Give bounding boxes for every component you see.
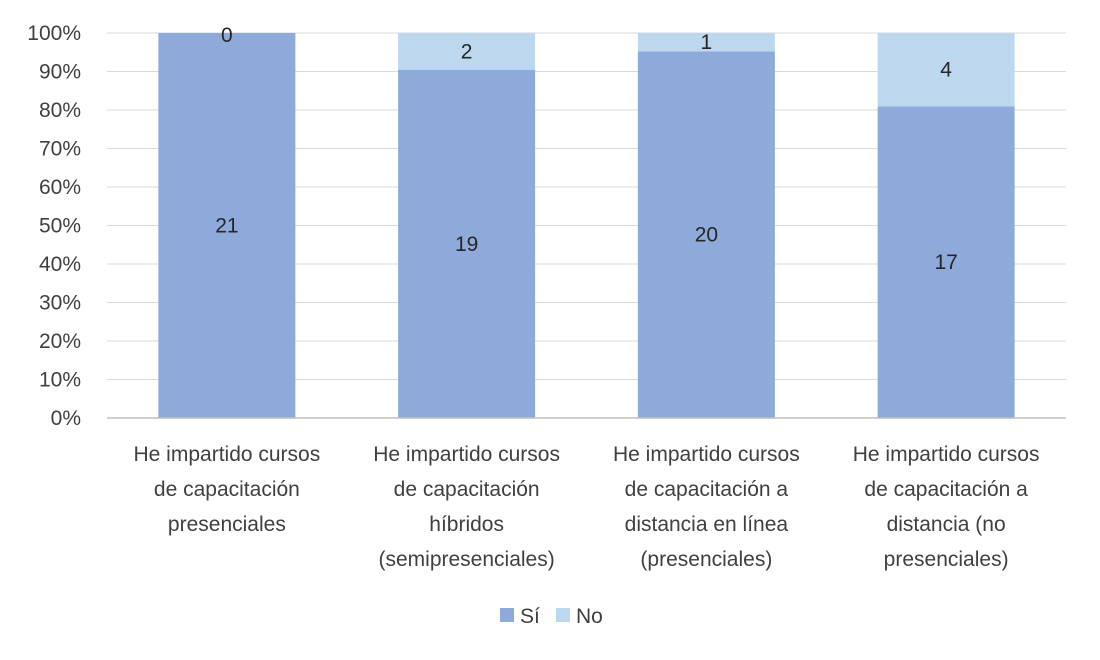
y-tick-label: 50% <box>39 215 81 238</box>
bars <box>158 33 1015 419</box>
x-category-label-line: híbridos <box>429 513 504 536</box>
y-tick-label: 10% <box>39 369 81 392</box>
x-category-label-line: He impartido cursos <box>134 443 321 466</box>
x-category-label-line: (semipresenciales) <box>379 548 555 571</box>
x-category-label-line: presenciales) <box>884 548 1009 571</box>
data-label: 17 <box>934 251 957 274</box>
x-category-label-line: de capacitación a <box>625 478 789 501</box>
data-label: 0 <box>221 24 233 47</box>
data-labels: 21 0 19 2 20 1 17 4 <box>215 24 958 274</box>
x-category-label-line: He impartido cursos <box>373 443 560 466</box>
y-tick-label: 70% <box>39 138 81 161</box>
y-tick-label: 30% <box>39 292 81 315</box>
y-tick-label: 0% <box>51 407 81 430</box>
x-category-label-line: de capacitación <box>394 478 540 501</box>
y-tick-label: 80% <box>39 99 81 122</box>
legend-label: No <box>576 605 603 628</box>
y-tick-label: 20% <box>39 330 81 353</box>
y-axis: 0% 10% 20% 30% 40% 50% 60% 70% 80% 90% 100% <box>27 22 81 430</box>
x-category-label-line: distancia en línea <box>625 513 789 536</box>
data-label: 19 <box>455 233 478 256</box>
y-tick-label: 40% <box>39 253 81 276</box>
data-label: 20 <box>695 224 718 247</box>
bar-segment-si <box>398 69 536 419</box>
legend-label: Sí <box>520 605 540 628</box>
bar-segment-si <box>158 33 296 418</box>
data-label: 1 <box>701 31 713 54</box>
bar-segment-si <box>877 106 1015 418</box>
x-category-label: He impartido cursos de capacitación híbrid… <box>373 443 560 571</box>
x-category-label-line: de capacitación <box>154 478 300 501</box>
legend-swatch <box>500 608 514 622</box>
legend-swatch <box>556 608 570 622</box>
y-tick-label: 100% <box>27 22 81 45</box>
legend: Sí No <box>500 605 603 628</box>
x-category-label: He impartido cursos de capacitación presen… <box>134 443 321 536</box>
y-tick-label: 60% <box>39 176 81 199</box>
x-axis: He impartido cursos de capacitación presen… <box>107 417 1066 571</box>
x-category-label-line: de capacitación a <box>864 478 1028 501</box>
bar-segment-si <box>637 51 775 418</box>
data-label: 4 <box>940 59 952 82</box>
data-label: 21 <box>215 215 238 238</box>
y-tick-label: 90% <box>39 61 81 84</box>
bar-segment-no <box>398 33 536 70</box>
x-category-label-line: He impartido cursos <box>613 443 800 466</box>
x-category-label: He impartido cursos de capacitación a dist… <box>853 443 1040 571</box>
bar-segment-no <box>637 33 775 52</box>
x-category-label-line: He impartido cursos <box>853 443 1040 466</box>
data-label: 2 <box>461 40 473 63</box>
x-category-label: He impartido cursos de capacitación a dist… <box>613 443 800 571</box>
x-category-label-line: (presenciales) <box>640 548 772 571</box>
bar-segment-no <box>877 33 1015 107</box>
x-category-label-line: distancia (no <box>887 513 1006 536</box>
x-category-label-line: presenciales <box>168 513 286 536</box>
